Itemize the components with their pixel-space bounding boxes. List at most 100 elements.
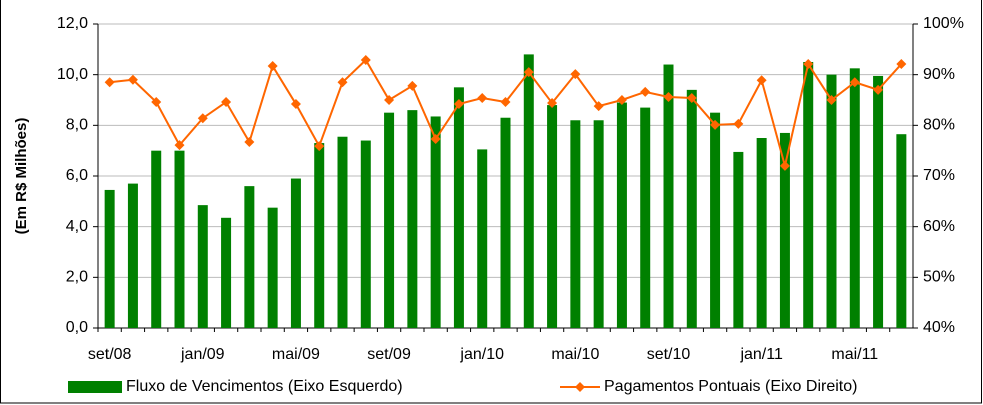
y-tick-label: 10,0	[57, 66, 88, 83]
bar	[244, 186, 255, 328]
bar	[477, 149, 488, 328]
bar	[710, 112, 721, 329]
line-marker	[733, 118, 744, 129]
line-marker	[174, 140, 185, 151]
y2-tick-label: 100%	[923, 15, 964, 32]
bar	[593, 120, 604, 329]
line-marker	[896, 59, 907, 70]
bar	[896, 134, 907, 328]
bar	[174, 150, 185, 328]
line-marker	[384, 95, 395, 105]
y-tick-label: 6,0	[66, 167, 88, 184]
bar	[384, 112, 395, 329]
bar	[197, 205, 208, 328]
line-marker	[360, 54, 371, 65]
y2-tick-label: 90%	[923, 66, 955, 83]
legend-marker	[575, 382, 585, 392]
line-marker	[803, 59, 814, 70]
line-marker	[710, 119, 721, 130]
bar	[360, 140, 371, 328]
line-marker	[127, 74, 138, 85]
bar	[849, 68, 860, 328]
y-axis-label: (Em R$ Milhões)	[13, 118, 30, 235]
bar	[733, 151, 744, 328]
bar	[523, 54, 534, 329]
bar	[267, 207, 278, 328]
bar	[570, 120, 581, 329]
y-tick-label: 4,0	[66, 218, 88, 235]
line-marker	[267, 61, 278, 72]
line-marker	[477, 92, 488, 103]
y2-tick-label: 80%	[923, 117, 955, 134]
line-marker	[314, 141, 325, 152]
x-tick-label: mai/09	[272, 346, 320, 363]
bar	[547, 105, 558, 328]
line-marker	[779, 160, 790, 171]
line-marker	[453, 99, 464, 110]
line-marker	[290, 99, 301, 110]
x-tick-label: jan/10	[459, 346, 504, 363]
legend-swatch	[68, 381, 122, 393]
legend-label: Fluxo de Vencimentos (Eixo Esquerdo)	[126, 378, 403, 395]
line-marker	[244, 137, 255, 148]
line-marker	[593, 101, 604, 112]
line-marker	[500, 97, 511, 108]
line-marker	[570, 69, 581, 80]
bar	[290, 178, 301, 328]
bar	[826, 74, 837, 329]
line-marker	[616, 95, 627, 105]
bar	[407, 110, 418, 328]
x-tick-label: set/08	[88, 346, 132, 363]
bar	[616, 102, 627, 329]
y2-tick-label: 60%	[923, 218, 955, 235]
x-tick-label: mai/11	[831, 346, 878, 363]
y-tick-label: 12,0	[57, 15, 88, 32]
line-marker	[430, 134, 441, 145]
y-tick-label: 0,0	[66, 319, 88, 336]
line-marker	[151, 97, 162, 108]
legend-label: Pagamentos Pontuais (Eixo Direito)	[604, 378, 857, 395]
line-marker	[337, 77, 348, 88]
line-marker	[756, 75, 767, 86]
line-marker	[849, 77, 860, 88]
y-tick-label: 2,0	[66, 269, 88, 286]
y-tick-label: 8,0	[66, 117, 88, 134]
bar	[873, 75, 884, 328]
x-tick-label: jan/09	[180, 346, 225, 363]
line-marker	[547, 98, 558, 109]
bar	[127, 183, 138, 328]
bar	[686, 89, 697, 328]
line-marker	[221, 97, 232, 108]
line-marker	[197, 113, 208, 124]
line-marker	[873, 84, 884, 95]
y2-tick-label: 50%	[923, 269, 955, 286]
bar	[151, 150, 162, 328]
bar	[663, 64, 674, 329]
bar	[430, 116, 441, 328]
y2-tick-label: 40%	[923, 319, 955, 336]
line-marker	[686, 92, 697, 103]
bar	[337, 136, 348, 328]
bar	[779, 132, 790, 328]
line-marker	[523, 67, 534, 78]
line-marker	[407, 80, 418, 91]
bar	[500, 117, 511, 328]
x-tick-label: set/09	[367, 346, 411, 363]
line-marker	[104, 77, 115, 88]
y2-tick-label: 70%	[923, 167, 955, 184]
x-tick-label: jan/11	[739, 346, 783, 363]
bar	[803, 62, 814, 328]
bar	[453, 87, 464, 328]
bar	[640, 107, 651, 328]
bar	[104, 189, 115, 328]
bar	[314, 143, 325, 328]
x-tick-label: set/10	[647, 346, 691, 363]
x-tick-label: mai/10	[551, 346, 599, 363]
line-marker	[663, 91, 674, 102]
line-marker	[640, 86, 651, 97]
bar	[221, 217, 232, 328]
bar	[756, 138, 767, 328]
line-marker	[826, 95, 837, 105]
